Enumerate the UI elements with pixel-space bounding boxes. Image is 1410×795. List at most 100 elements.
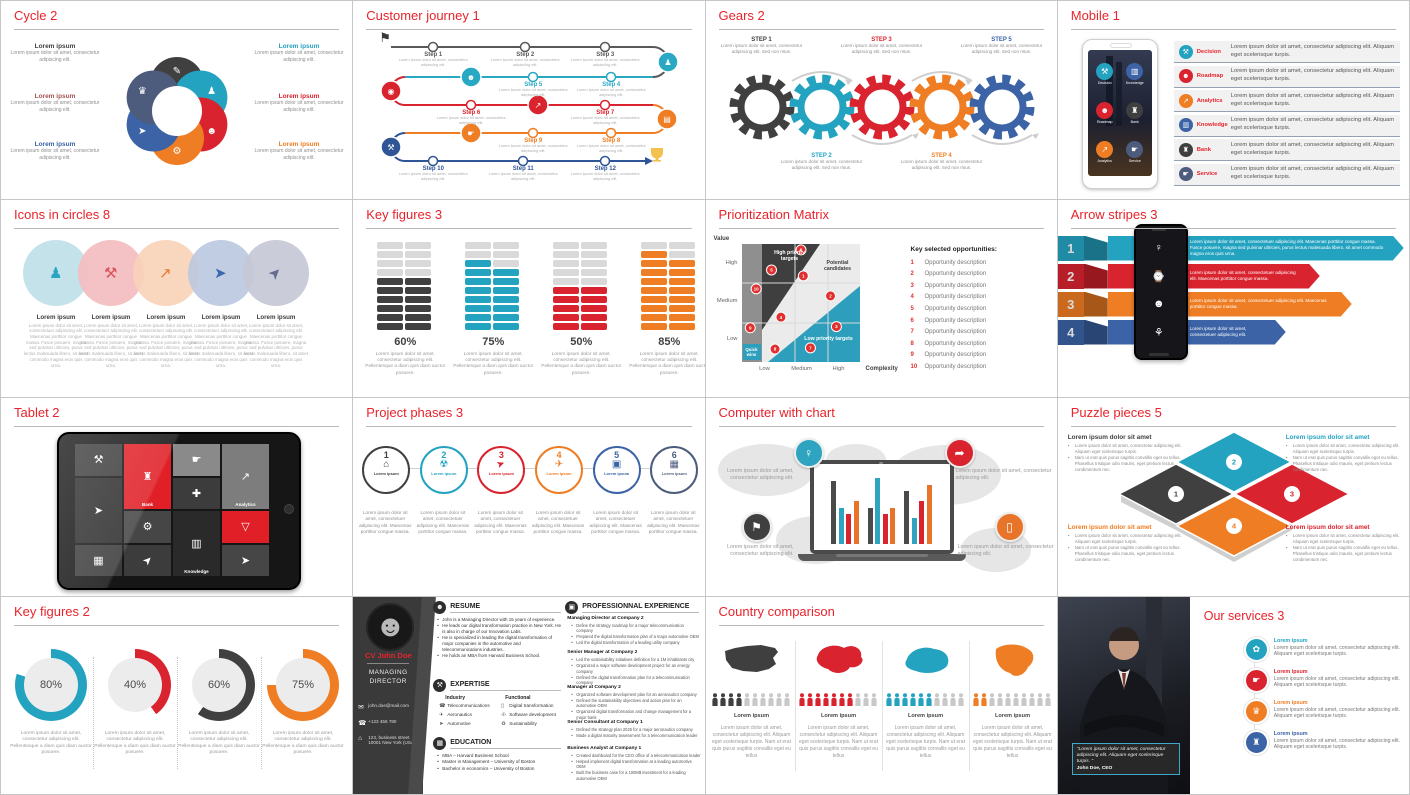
gear-step-body: Lorem ipsum dolor sit amet, consectetur …: [780, 159, 863, 170]
person-icon: [1012, 692, 1019, 706]
bullet-marker: •: [571, 639, 573, 645]
slide-our-services-3[interactable]: "Lorem ipsum dolor sit amet, consectetur…: [1057, 596, 1409, 794]
cv-bullet: • Organized digital transformation and ch…: [571, 709, 701, 719]
person-head: [799, 692, 804, 697]
puzzle-bullet: ▪ Lorem ipsum dolor sit amet, consectetur…: [1286, 533, 1400, 544]
opportunity-row: 2 Opportunity description: [911, 271, 1051, 277]
phase-body: Lorem ipsum dolor sit amet, consectetuer…: [531, 510, 585, 535]
percent-value: 50%: [570, 335, 593, 348]
person-icon: [798, 692, 805, 706]
slide-key-figures-2[interactable]: Key figures 2 80% Lorem ipsum dolor sit a…: [1, 596, 353, 795]
journey-step-desc: Lorem ipsum dolor sit amet, consectetur …: [436, 115, 506, 125]
circle-text-block: Lorem ipsum Lorem ipsum dolor sit amet, c…: [134, 314, 198, 369]
cv-section-title: EXPERTISE: [450, 680, 490, 688]
battery-cell: [553, 313, 580, 321]
signpost-tile[interactable]: ➤: [222, 544, 269, 576]
battery-cell: [581, 295, 608, 303]
slide-tablet-2[interactable]: Tablet 2 ⚒ ♜ Bank ☛ ↗ Analytics ➤ ✚ ⚙ ▥ Knowledge ▽…: [1, 398, 353, 596]
battery-row: [377, 268, 433, 276]
phase-circle: 4 ✈ Lorem ipsum: [535, 446, 584, 494]
cv-bullet: • Organized software development plan for…: [571, 692, 701, 697]
battery-row: [465, 313, 521, 321]
slide-country-comparison[interactable]: Country comparison Lorem ipsum Lorem ipsu…: [705, 596, 1057, 794]
percent-value: 75%: [482, 335, 505, 348]
paper-plane-tile[interactable]: ➤: [75, 477, 122, 543]
phase-connector: [375, 468, 684, 469]
mobile-row-label: Service: [1196, 171, 1218, 177]
laptop-base: [797, 554, 966, 561]
calculator-tile[interactable]: ▦: [75, 544, 122, 576]
battery-chart: [377, 241, 433, 332]
battery-row: [641, 313, 697, 321]
puzzle-bullet: ▪ Nam ut erat quis purus sagittis convall…: [1068, 455, 1182, 472]
opportunity-row: 5 Opportunity description: [911, 306, 1051, 312]
cycle-label-header: Lorem ipsum: [278, 43, 320, 50]
gavel-tile[interactable]: ⚒: [75, 444, 122, 476]
puzzle-number-badge: [1167, 486, 1184, 502]
battery-cell: [641, 295, 668, 303]
handshake-tile[interactable]: ☛: [173, 444, 220, 476]
battery-cell: [465, 250, 492, 258]
books-tile[interactable]: ▥ Knowledge: [173, 511, 220, 576]
crown-icon: ♛: [1243, 698, 1269, 724]
person-body: [885, 697, 892, 706]
bar-series-orange: [926, 484, 932, 544]
slide-key-figures-3[interactable]: Key figures 3 60% Lorem ipsum dolor sit a…: [353, 199, 705, 397]
slide-computer-with-chart[interactable]: Computer with chart ♀ Lorem ipsum dolor s…: [705, 398, 1057, 596]
cv-bullet-list: • Led the sustainability initiatives defi…: [571, 657, 701, 686]
gears-tile[interactable]: ⚙: [124, 511, 171, 543]
cv-bullet: • Led the sustainability initiatives defi…: [571, 657, 701, 662]
phone-app-label: Bank: [1130, 119, 1139, 124]
battery-cell: [669, 268, 696, 276]
flask-tile[interactable]: ▽: [222, 511, 269, 543]
opportunity-desc: Opportunity description: [924, 340, 987, 347]
cv-bullet: • He holds an MBA from Harvard Business S…: [437, 653, 561, 659]
bank-tile[interactable]: ♜ Bank: [124, 444, 171, 509]
bar-series-teal: [911, 517, 917, 544]
opportunity-desc: Opportunity description: [924, 305, 987, 312]
expertise-text: Aeronautics: [447, 711, 473, 717]
circle-shape: [243, 239, 309, 306]
slide-content: 80% Lorem ipsum dolor sit amet, consectet…: [1, 597, 352, 795]
puzzle-block-header: Lorem ipsum dolor sit amet: [1067, 434, 1152, 441]
slide-mobile-1[interactable]: Mobile 1 ⚒ Decision ▥ Knowledge ☻ Roadmap ♜ Ban…: [1057, 1, 1409, 199]
bullet-text: Lorem ipsum dolor sit amet, consectetur …: [1074, 533, 1182, 544]
slide-gears-2[interactable]: Gears 2 STEP 1 Lorem ipsum dolor sit amet…: [705, 1, 1057, 199]
slide-customer-journey-1[interactable]: Customer journey 1 ♟ ◉ ↗ ▤ ☛ ⚒ ☻ ⚑ Step 1 Lorem i…: [353, 1, 705, 199]
slide-cv-john-doe[interactable]: ☻ CV John Doe MANAGING DIRECTOR ✉ john.doe@m…: [353, 596, 705, 794]
puzzle-text-block: Lorem ipsum dolor sit amet ▪ Lorem ipsum d…: [1068, 434, 1182, 474]
title-divider: [718, 426, 1044, 427]
slide-prioritization-matrix[interactable]: Prioritization Matrix 6 5 1 10 2 4 9 3 8 7 High pr…: [705, 199, 1057, 397]
battery-cell: [465, 322, 492, 330]
phase-circle: 2 ☢ Lorem ipsum: [419, 446, 468, 494]
move-tile[interactable]: ✚: [173, 477, 220, 509]
person-head: [1045, 692, 1050, 697]
slide-project-phases-3[interactable]: Project phases 3 1 ⌂ Lorem ipsum Lorem ipsu…: [353, 398, 705, 596]
person-body: [933, 697, 940, 706]
journey-step-desc: Lorem ipsum dolor sit amet, consectetur …: [570, 171, 640, 181]
bullet-marker: •: [437, 635, 439, 641]
slide-puzzle-pieces-5[interactable]: Puzzle pieces 5 2 1 3 4 Lorem ipsum dolor si…: [1057, 398, 1409, 596]
slide-cycle-2[interactable]: Cycle 2 ✎ ♟ ☻ ⚙ ➤ ♛ Lorem ipsum Lorem ipsum dol…: [1, 1, 353, 199]
journey-step-desc: Lorem ipsum dolor sit amet, consectetur …: [398, 57, 468, 67]
svg-text: ☻: [467, 73, 475, 82]
battery-row: [465, 286, 521, 294]
person-icon: [854, 692, 861, 706]
person-head: [1005, 692, 1010, 697]
opportunity-row: 1 Opportunity description: [911, 260, 1051, 266]
rocket-tile[interactable]: ➤: [124, 544, 171, 576]
svg-text: ↗: [535, 101, 542, 110]
slide-icons-in-circles-8[interactable]: Icons in circles 8 ♟ Lorem ipsum Lorem ips…: [1, 199, 353, 397]
gear-step-block: STEP 1 Lorem ipsum dolor sit amet, consec…: [718, 37, 806, 55]
battery-cell: [465, 313, 492, 321]
slide-arrow-stripes-3[interactable]: Arrow stripes 3 1 Lorem ipsum dolor sit a…: [1057, 199, 1409, 397]
easel-tile[interactable]: ↗ Analytics: [222, 444, 269, 509]
journey-step-label: Step 4: [602, 82, 621, 88]
expertise-text: Sustainability: [509, 720, 537, 726]
cv-job-title: Manager at Company 2: [567, 685, 621, 691]
person-body: [949, 697, 956, 706]
arrow-arc: [910, 71, 973, 82]
puzzle-bullet: ▪ Nam ut erat quis purus sagittis convall…: [1068, 545, 1182, 562]
cv-role: MANAGING DIRECTOR: [368, 668, 408, 686]
